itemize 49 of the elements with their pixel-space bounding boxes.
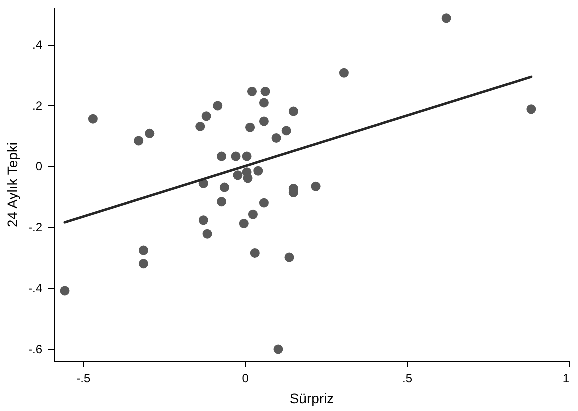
point: [288, 106, 298, 116]
y-tick-label: .4: [32, 38, 43, 52]
point: [60, 286, 70, 296]
point: [138, 259, 148, 269]
point: [247, 86, 257, 96]
point: [217, 152, 227, 162]
point: [202, 229, 212, 239]
point: [198, 216, 208, 226]
point: [233, 170, 243, 180]
point: [243, 174, 253, 184]
x-tick-label: 1: [562, 372, 570, 386]
point: [134, 136, 144, 146]
y-tick-label: .2: [32, 98, 43, 113]
point: [260, 86, 270, 96]
point: [196, 122, 206, 132]
point: [217, 197, 227, 207]
point: [339, 68, 349, 78]
point: [259, 98, 269, 108]
x-tick-label: .5: [402, 372, 413, 386]
point: [138, 246, 148, 256]
point: [254, 166, 264, 176]
point: [246, 122, 256, 132]
point: [442, 14, 452, 24]
point: [284, 252, 294, 262]
point: [311, 182, 321, 192]
point: [274, 344, 284, 354]
point: [231, 152, 241, 162]
point: [259, 116, 269, 126]
x-tick-label: -.5: [76, 372, 91, 386]
point: [239, 219, 249, 228]
y-axis-title: 24 Aylık Tepki: [4, 142, 20, 228]
y-tick-label: -.4: [28, 281, 43, 296]
y-tick-label: -.2: [28, 220, 43, 235]
y-tick-label: 0: [36, 160, 43, 174]
point: [202, 112, 212, 122]
x-axis-title: Sürpriz: [290, 390, 334, 406]
point: [259, 198, 269, 208]
point: [248, 210, 258, 220]
point: [526, 104, 536, 114]
point: [272, 134, 282, 143]
point: [242, 152, 252, 162]
point: [145, 128, 155, 138]
point: [213, 101, 223, 111]
y-tick-label: -.6: [28, 342, 43, 356]
point: [250, 248, 260, 258]
point: [88, 114, 98, 124]
point: [282, 126, 292, 136]
x-tick-label: 0: [242, 372, 250, 386]
point: [220, 182, 230, 192]
